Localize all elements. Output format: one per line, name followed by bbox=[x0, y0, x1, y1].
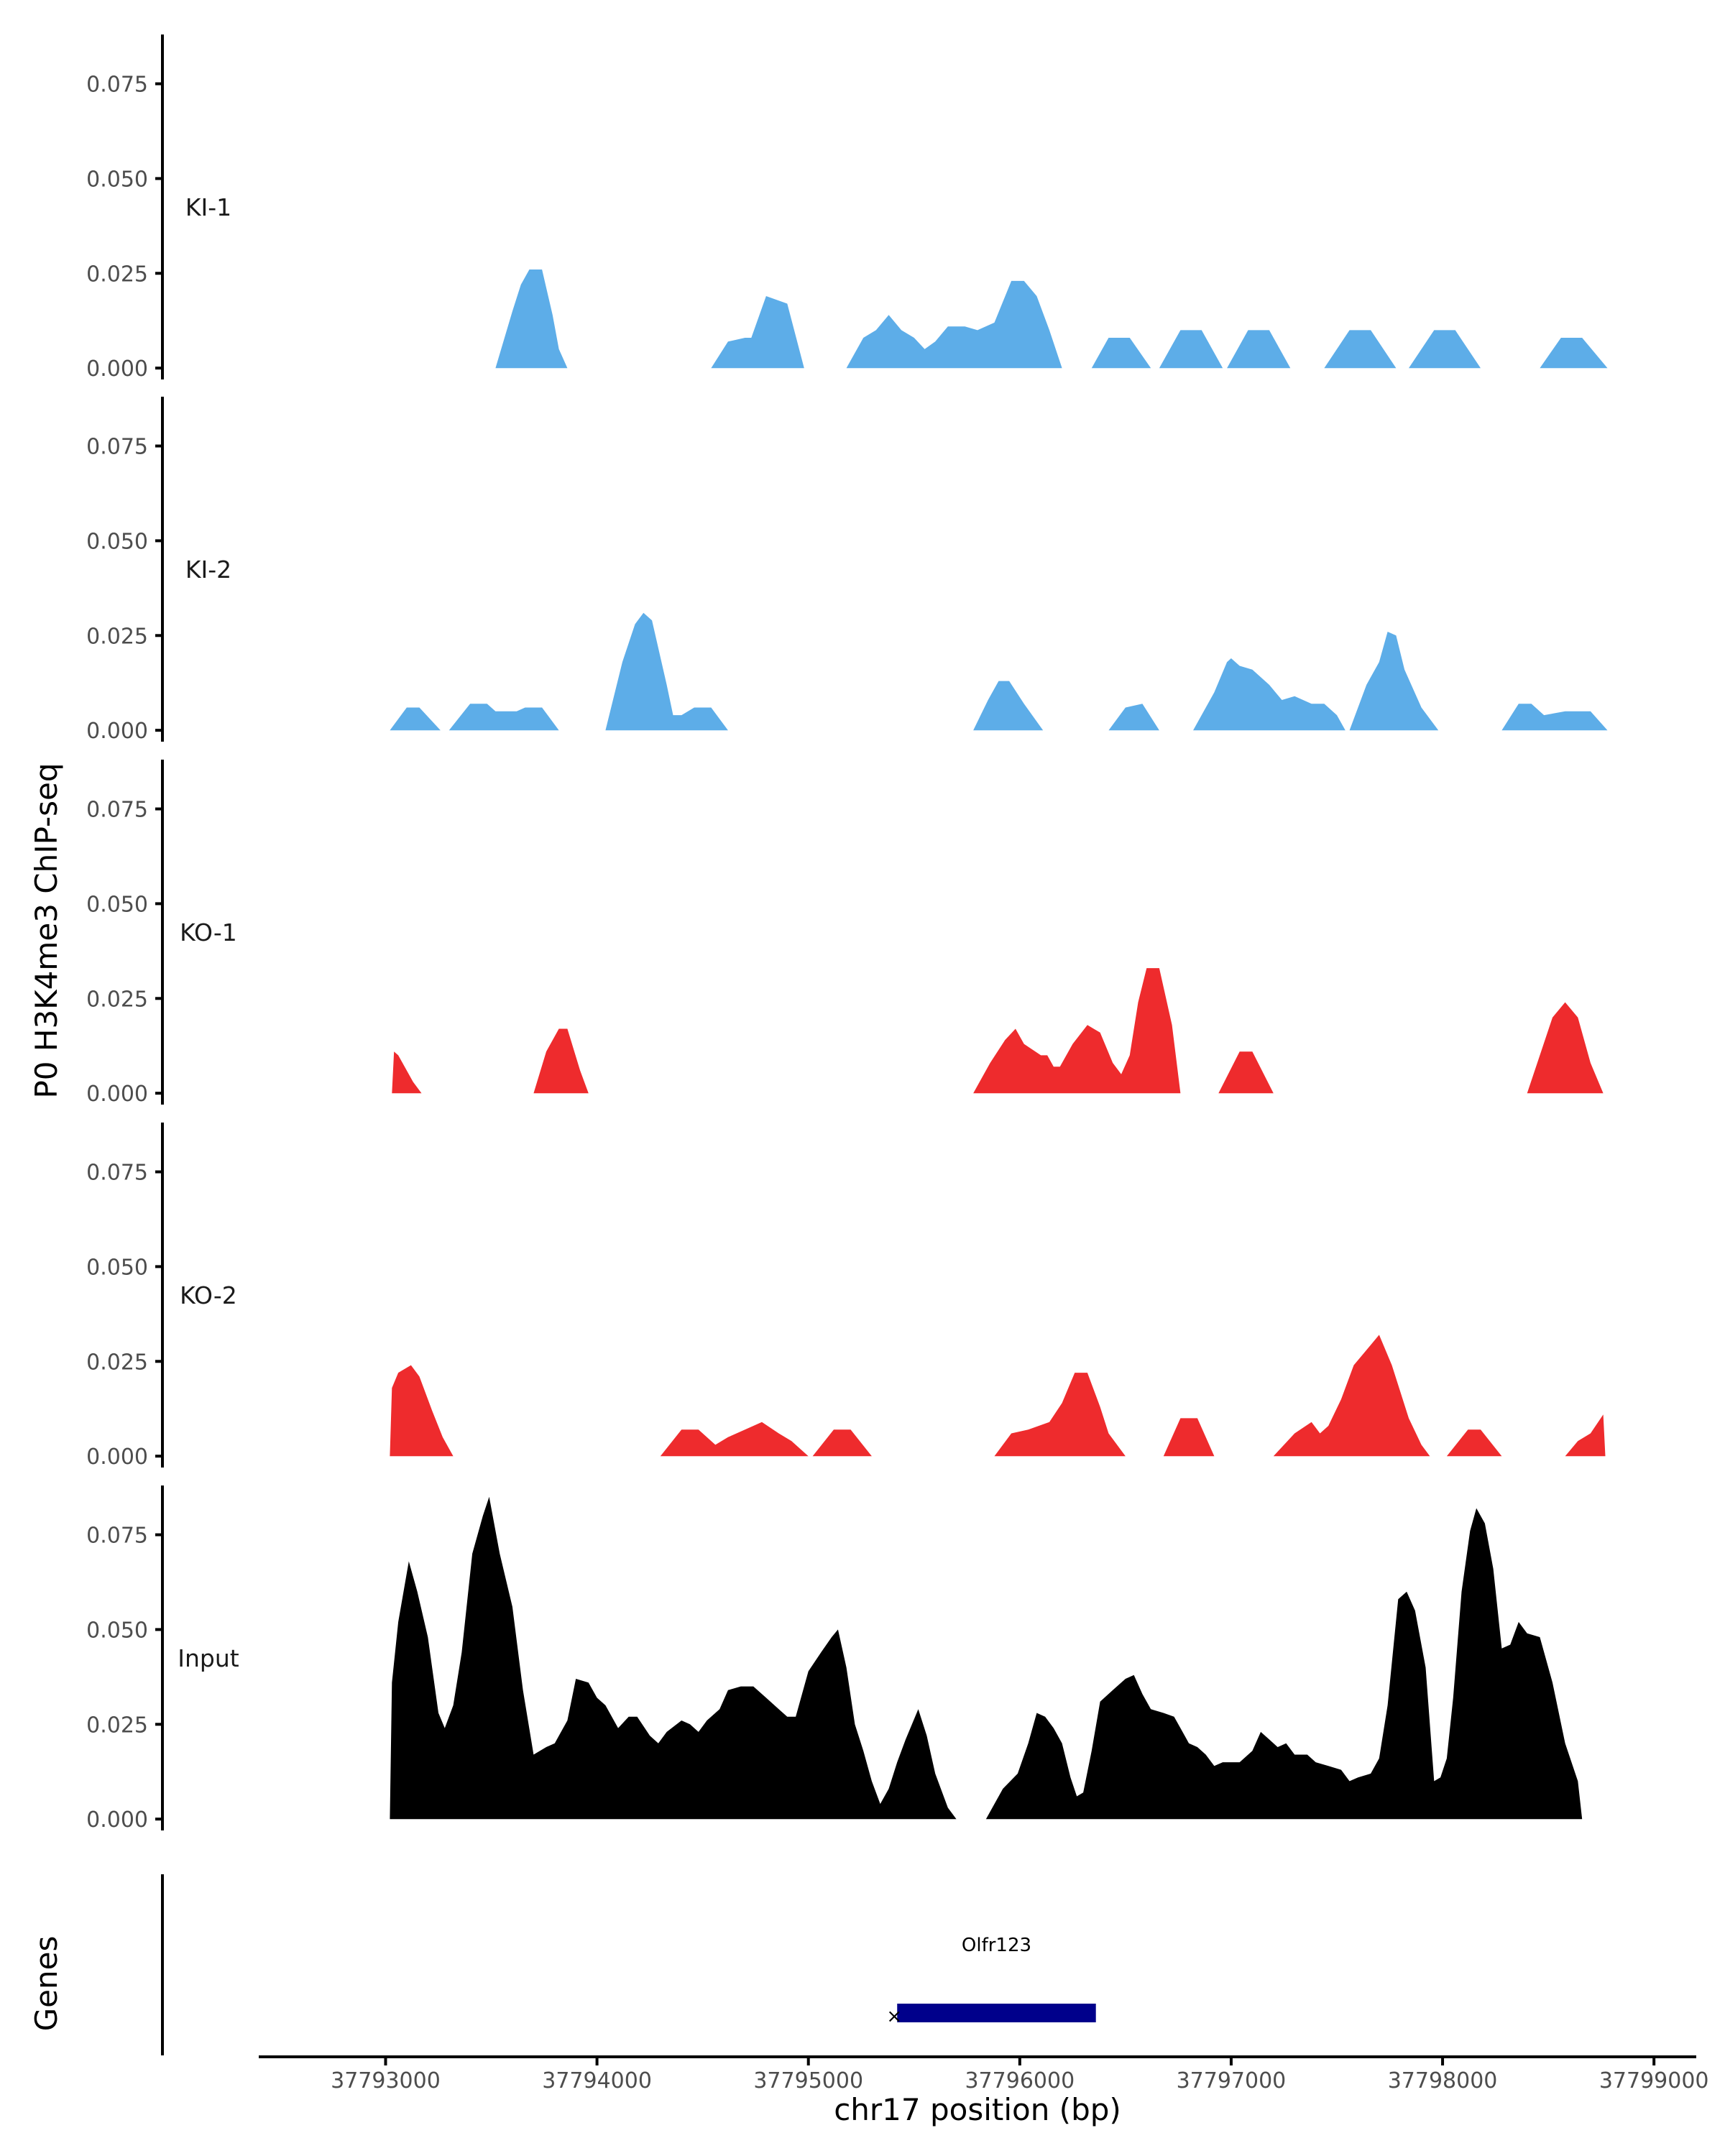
track-ko-1: 0.000 0.025 0.050 0.075 KO-1 bbox=[86, 760, 1604, 1107]
signal-peak bbox=[1540, 338, 1608, 369]
x-tick-label: 37798000 bbox=[1388, 2068, 1498, 2093]
gene-label: Olfr123 bbox=[962, 1935, 1031, 1956]
x-tick-label: 37795000 bbox=[753, 2068, 863, 2093]
y-tick-label: 0.025 bbox=[86, 262, 148, 287]
signal-peak bbox=[1409, 330, 1481, 369]
y-tick-label: 0.050 bbox=[86, 1255, 148, 1280]
track-ko-2: 0.000 0.025 0.050 0.075 KO-2 bbox=[86, 1123, 1606, 1470]
y-tick-label: 0.075 bbox=[86, 435, 148, 460]
signal-peak bbox=[985, 1508, 1583, 1820]
signal-peak bbox=[660, 1422, 809, 1457]
signal-peak bbox=[392, 1051, 422, 1094]
signal-peak bbox=[1218, 1051, 1274, 1094]
signal-peak bbox=[495, 270, 568, 369]
signal-peak bbox=[390, 707, 441, 731]
signal-peak bbox=[973, 968, 1181, 1094]
y-tick-label: 0.025 bbox=[86, 1713, 148, 1738]
x-tick-label: 37797000 bbox=[1177, 2068, 1287, 2093]
signal-peak bbox=[1108, 704, 1159, 731]
y-tick-label: 0.000 bbox=[86, 1445, 148, 1470]
y-tick-label: 0.050 bbox=[86, 892, 148, 917]
y-tick-label: 0.075 bbox=[86, 1524, 148, 1549]
track-label: KO-1 bbox=[180, 918, 237, 946]
signal-peak bbox=[994, 1373, 1126, 1457]
y-tick-label: 0.075 bbox=[86, 73, 148, 98]
y-tick-label: 0.050 bbox=[86, 1618, 148, 1643]
y-tick-label: 0.075 bbox=[86, 1161, 148, 1186]
y-tick-label: 0.000 bbox=[86, 1082, 148, 1107]
signal-peak bbox=[1324, 330, 1397, 369]
y-tick-label: 0.025 bbox=[86, 1350, 148, 1375]
track-label: KO-2 bbox=[180, 1281, 237, 1309]
x-tick-label: 37793000 bbox=[331, 2068, 441, 2093]
y-tick-label: 0.000 bbox=[86, 719, 148, 744]
signal-peak bbox=[533, 1028, 589, 1094]
signal-peak bbox=[1163, 1418, 1215, 1457]
signal-peak bbox=[390, 1365, 454, 1457]
signal-peak bbox=[812, 1429, 872, 1457]
y-axis-title: P0 H3K4me3 ChIP-seq bbox=[29, 763, 64, 1098]
gene-body bbox=[897, 2004, 1096, 2022]
signal-peak bbox=[605, 612, 728, 731]
track-label: Input bbox=[178, 1644, 239, 1672]
signal-peak bbox=[1159, 330, 1223, 369]
x-tick-label: 37794000 bbox=[542, 2068, 652, 2093]
signal-peak bbox=[1565, 1414, 1606, 1457]
x-tick-label: 37796000 bbox=[965, 2068, 1075, 2093]
y-tick-label: 0.050 bbox=[86, 529, 148, 554]
track-label: KI-1 bbox=[185, 193, 231, 221]
y-tick-label: 0.075 bbox=[86, 798, 148, 823]
signal-peak bbox=[1501, 704, 1608, 731]
x-axis-title: chr17 position (bp) bbox=[834, 2092, 1121, 2127]
x-tick-label: 37799000 bbox=[1599, 2068, 1709, 2093]
signal-peak bbox=[711, 296, 804, 369]
signal-peak bbox=[1273, 1335, 1430, 1457]
x-axis: 37793000 37794000 37795000 37796000 37797000… bbox=[259, 2055, 1709, 2093]
gene-track: Olfr123 × bbox=[161, 1874, 1096, 2055]
y-tick-label: 0.000 bbox=[86, 356, 148, 382]
track-input: 0.000 0.025 0.050 0.075 Input bbox=[86, 1485, 1583, 1833]
signal-peak bbox=[1091, 338, 1151, 369]
y-tick-label: 0.050 bbox=[86, 167, 148, 192]
signal-peak bbox=[1227, 330, 1291, 369]
signal-peak bbox=[1527, 1002, 1604, 1094]
signal-peak bbox=[1446, 1429, 1502, 1457]
signal-peak bbox=[846, 280, 1062, 369]
signal-peak bbox=[1349, 632, 1439, 731]
genes-track-label: Genes bbox=[29, 1936, 64, 2032]
signal-peak bbox=[973, 681, 1044, 731]
signal-peak bbox=[1193, 658, 1346, 731]
track-label: KI-2 bbox=[185, 556, 231, 584]
track-ki-1: 0.000 0.025 0.050 0.075 KI-1 bbox=[86, 34, 1608, 382]
y-tick-label: 0.025 bbox=[86, 987, 148, 1012]
y-tick-label: 0.025 bbox=[86, 624, 148, 649]
gene-strand-marker: × bbox=[886, 2006, 902, 2027]
track-ki-2: 0.000 0.025 0.050 0.075 KI-2 bbox=[86, 397, 1608, 744]
signal-peak bbox=[390, 1496, 957, 1820]
y-tick-label: 0.000 bbox=[86, 1807, 148, 1833]
signal-peak bbox=[448, 704, 559, 731]
signal-tracks: 0.0000.0250.0500.075KI-10.0000.0250.0500… bbox=[86, 34, 1608, 1833]
